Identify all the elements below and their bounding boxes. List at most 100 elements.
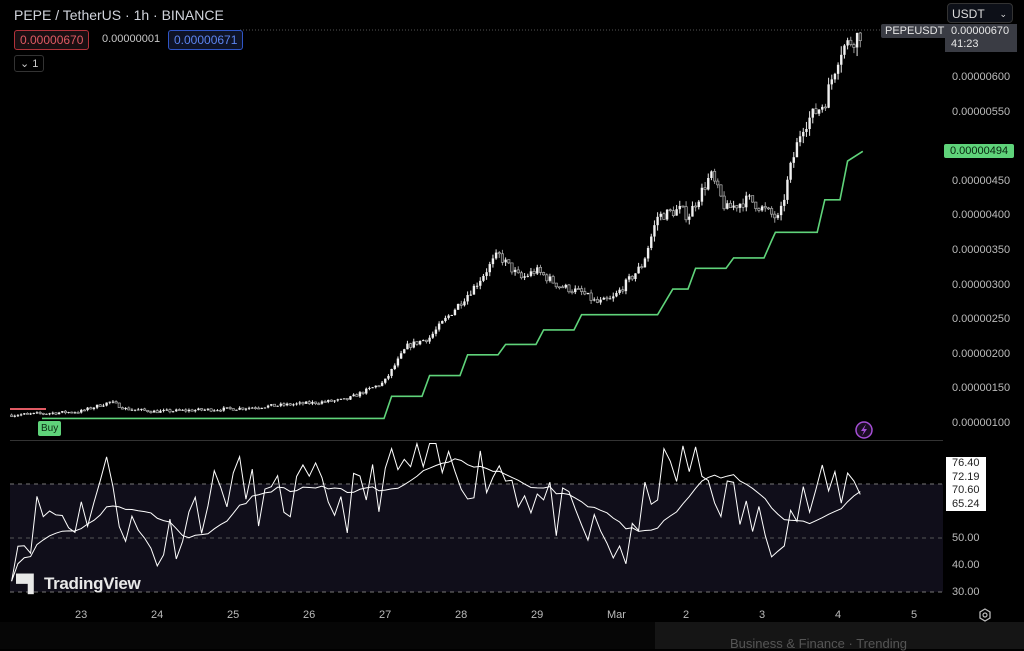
candle [748, 195, 751, 197]
candle [811, 108, 814, 118]
candle [279, 403, 282, 406]
candle [821, 106, 824, 110]
rsi-line [11, 441, 861, 582]
candle [545, 274, 549, 282]
candle [808, 117, 811, 129]
candle [621, 289, 625, 292]
candle [241, 407, 245, 410]
candle [377, 385, 381, 388]
candle [523, 276, 526, 278]
candle [608, 298, 612, 300]
candle [124, 407, 127, 410]
candle [561, 286, 565, 289]
time-axis-label: Mar [607, 609, 626, 621]
candle [213, 410, 216, 412]
time-axis-label: 2 [683, 609, 690, 621]
rsi-value-tags: 76.40 72.19 70.60 65.24 [946, 457, 986, 511]
candle [422, 340, 425, 342]
candle [538, 267, 542, 273]
candle [583, 291, 587, 295]
candle [137, 409, 140, 411]
rsi-value: 76.40 [952, 457, 980, 469]
price-axis-label: 0.00000600 [952, 71, 1011, 83]
rsi-value: 72.19 [952, 470, 980, 483]
candle [554, 282, 558, 288]
candle [612, 296, 615, 299]
candle [98, 404, 102, 407]
candle [35, 412, 39, 414]
candle [650, 236, 653, 248]
alert-lightning-icon[interactable] [855, 421, 873, 439]
candle [45, 413, 48, 415]
candle [513, 269, 517, 272]
collapse-indicators-button[interactable]: ⌄ 1 [14, 55, 45, 72]
candle [783, 199, 786, 206]
price-axis-label: 0.00000550 [952, 105, 1011, 118]
candle [643, 258, 647, 268]
candle [61, 411, 64, 413]
candle [111, 401, 115, 403]
candle [488, 264, 491, 273]
symbol-title[interactable]: PEPE / TetherUS · 1h · BINANCE [14, 7, 224, 23]
candle [710, 171, 713, 179]
trending-label[interactable]: Business & Finance · Trending [730, 636, 908, 651]
candle [716, 180, 720, 186]
candle [38, 412, 42, 414]
candle [19, 414, 23, 416]
candle [576, 288, 580, 290]
candle [789, 162, 792, 180]
time-axis-label: 5 [911, 609, 918, 621]
candle [719, 184, 723, 197]
candle [51, 412, 54, 414]
candle [41, 413, 45, 415]
candle [63, 410, 67, 414]
candle [222, 407, 225, 411]
settings-gear-icon[interactable] [979, 608, 991, 622]
candle [763, 206, 767, 209]
candle [453, 309, 457, 316]
candle [852, 44, 856, 48]
candle [542, 272, 546, 276]
candle [399, 353, 403, 359]
candle [165, 409, 168, 411]
candle [219, 409, 223, 412]
candle [146, 409, 150, 413]
candle [703, 187, 707, 190]
time-axis-label: 4 [835, 609, 842, 621]
price-axis-label: 0.00000300 [952, 278, 1011, 291]
symbol-tag: PEPEUSDT [881, 24, 949, 38]
candle [352, 394, 355, 397]
candle [187, 409, 191, 412]
currency-select[interactable]: USDT ⌄ [947, 3, 1013, 23]
candle [89, 407, 93, 410]
candle [745, 195, 748, 208]
buy-price-button[interactable]: 0.00000671 [168, 30, 244, 50]
candle [688, 216, 691, 220]
candle [288, 403, 292, 406]
candle [304, 401, 308, 404]
candle [510, 262, 514, 273]
candle [396, 358, 400, 366]
candle [713, 171, 717, 182]
tradingview-logo[interactable]: ▀▌ TradingView [16, 574, 141, 594]
last-price: 0.00000670 [951, 25, 1010, 37]
spread-value: 0.00000001 [102, 33, 161, 45]
candle [833, 73, 837, 80]
candle [86, 407, 89, 411]
candle [327, 400, 330, 402]
candle [437, 323, 441, 330]
sell-price-button[interactable]: 0.00000670 [14, 30, 90, 50]
candle [393, 365, 396, 369]
candle [485, 272, 488, 276]
candle [450, 315, 453, 317]
candle [786, 179, 789, 200]
candle [802, 131, 805, 137]
pane-divider[interactable] [10, 440, 943, 441]
candle [323, 401, 327, 403]
candle [320, 401, 324, 404]
candle [314, 401, 318, 404]
candle [247, 407, 251, 409]
candle [307, 401, 311, 404]
